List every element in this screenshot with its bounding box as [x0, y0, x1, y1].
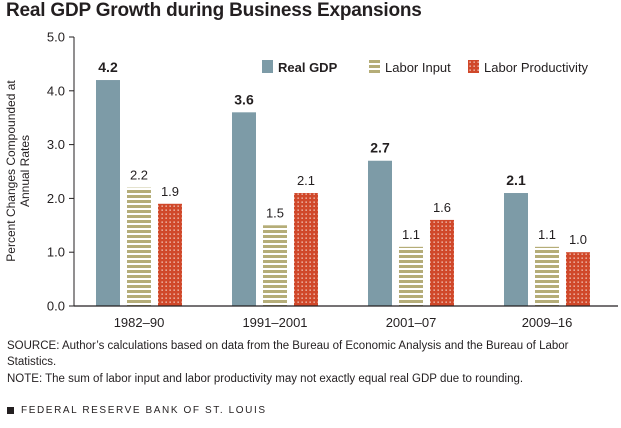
chart-title: Real GDP Growth during Business Expansio… — [6, 0, 422, 21]
y-tick-label: 2.0 — [47, 191, 65, 206]
bar-labor-productivity-0 — [158, 203, 182, 306]
x-tick-label: 2001–07 — [386, 315, 437, 330]
footer-square-icon — [7, 407, 14, 414]
y-tick-label: 3.0 — [47, 137, 65, 152]
x-tick-label: 1982–90 — [114, 315, 165, 330]
bar-labor-productivity-1 — [294, 193, 318, 306]
x-tick-label: 2009–16 — [522, 315, 573, 330]
data-label: 1.0 — [569, 232, 587, 247]
bar-real-gdp-0 — [96, 80, 120, 306]
data-label: 4.2 — [98, 59, 118, 75]
data-label: 2.7 — [370, 140, 390, 156]
bar-chart: 0.0 1.0 2.0 3.0 4.0 5.0 4.2 3.6 2.7 2.1 2.2 1.5 1.1… — [4, 30, 618, 330]
bar-labor-input-1 — [263, 225, 287, 306]
bar-labor-productivity-3 — [566, 252, 590, 306]
footer: FEDERAL RESERVE BANK OF ST. LOUIS — [7, 405, 267, 416]
data-label: 3.6 — [234, 91, 254, 107]
data-label: 1.9 — [161, 184, 179, 199]
rounding-note: NOTE: The sum of labor input and labor p… — [7, 373, 524, 385]
y-axis-label: Percent Changes Compounded atAnnual Rate… — [4, 80, 32, 262]
y-tick-label: 5.0 — [47, 30, 65, 45]
source-note: SOURCE: Author’s calculations based on d… — [7, 340, 569, 368]
legend-swatch-labor-input — [369, 60, 380, 73]
y-tick-label: 0.0 — [47, 299, 65, 314]
data-label: 1.1 — [402, 227, 420, 242]
data-label: 1.1 — [538, 227, 556, 242]
bar-real-gdp-3 — [504, 193, 528, 306]
bar-real-gdp-1 — [232, 112, 256, 306]
bar-labor-input-0 — [127, 187, 151, 306]
footer-text: FEDERAL RESERVE BANK OF ST. LOUIS — [21, 405, 267, 416]
data-label: 1.6 — [433, 200, 451, 215]
y-tick-label: 4.0 — [47, 83, 65, 98]
data-label: 2.1 — [506, 172, 526, 188]
y-tick-label: 1.0 — [47, 245, 65, 260]
data-label: 1.5 — [266, 205, 284, 220]
bar-real-gdp-2 — [368, 160, 392, 306]
legend: Real GDP Labor Input Labor Productivity — [262, 60, 589, 75]
legend-swatch-labor-productivity — [468, 60, 479, 73]
legend-label-labor-productivity: Labor Productivity — [484, 60, 589, 75]
y-axis: 0.0 1.0 2.0 3.0 4.0 5.0 — [47, 30, 75, 314]
data-label: 2.2 — [130, 168, 148, 183]
legend-label-labor-input: Labor Input — [385, 60, 451, 75]
legend-label-real-gdp: Real GDP — [278, 60, 338, 75]
x-axis: 1982–90 1991–2001 2001–07 2009–16 — [74, 305, 618, 330]
data-label: 2.1 — [297, 173, 315, 188]
bars-group: 4.2 3.6 2.7 2.1 2.2 1.5 1.1 1.1 1.9 2.1 1.6 1.0 — [96, 59, 590, 306]
bar-labor-productivity-2 — [430, 219, 454, 306]
legend-swatch-real-gdp — [262, 60, 273, 73]
x-tick-label: 1991–2001 — [242, 315, 307, 330]
bar-labor-input-2 — [399, 246, 423, 306]
bar-labor-input-3 — [535, 246, 559, 306]
